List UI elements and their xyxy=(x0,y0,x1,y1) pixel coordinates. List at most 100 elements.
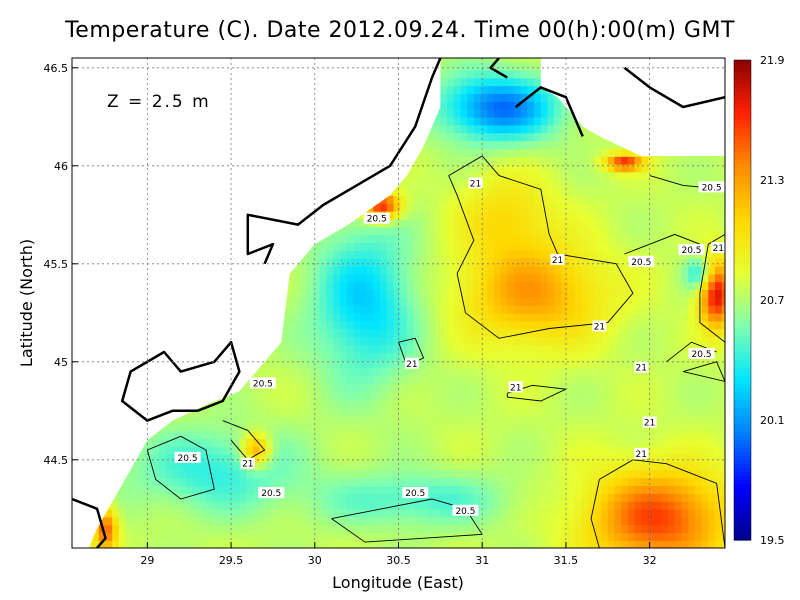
field-cell xyxy=(447,148,455,157)
field-cell xyxy=(527,289,535,298)
field-cell xyxy=(540,469,549,479)
field-cell xyxy=(453,312,462,322)
field-cell xyxy=(339,446,348,455)
field-cell xyxy=(440,210,448,220)
field-cell xyxy=(594,328,602,338)
field-cell xyxy=(601,508,609,518)
field-cell xyxy=(447,85,455,94)
field-cell xyxy=(400,383,408,392)
field-cell xyxy=(299,367,308,377)
field-cell xyxy=(440,179,448,189)
field-cell xyxy=(205,508,214,518)
field-cell xyxy=(212,477,221,486)
field-cell xyxy=(467,116,475,126)
field-cell xyxy=(98,516,107,526)
field-cell xyxy=(420,328,428,338)
field-cell xyxy=(433,344,442,353)
field-cell xyxy=(493,461,502,471)
field-cell xyxy=(507,171,515,181)
field-cell xyxy=(440,101,448,110)
field-cell xyxy=(480,508,488,518)
field-cell xyxy=(514,336,522,345)
field-cell xyxy=(279,367,288,377)
field-cell xyxy=(534,344,542,353)
field-cell xyxy=(567,367,576,377)
field-cell xyxy=(433,328,442,338)
field-cell xyxy=(366,359,375,369)
field-cell xyxy=(185,540,194,548)
field-cell xyxy=(507,250,515,259)
field-cell xyxy=(453,69,462,79)
field-cell xyxy=(400,524,408,534)
field-cell xyxy=(440,430,448,439)
field-cell xyxy=(534,422,542,432)
field-cell xyxy=(413,524,422,534)
field-cell xyxy=(125,540,134,548)
field-cell xyxy=(333,446,341,455)
field-cell xyxy=(306,399,314,408)
field-cell xyxy=(480,109,488,118)
field-cell xyxy=(366,399,375,408)
field-cell xyxy=(212,540,221,548)
field-cell xyxy=(540,257,549,267)
field-cell xyxy=(540,438,549,447)
field-cell xyxy=(567,273,576,283)
field-cell xyxy=(427,179,435,189)
field-cell xyxy=(326,453,334,463)
field-cell xyxy=(380,234,388,243)
field-cell xyxy=(594,352,602,361)
field-cell xyxy=(581,140,589,149)
field-cell xyxy=(601,399,609,408)
field-cell xyxy=(212,469,221,479)
field-cell xyxy=(440,289,448,298)
field-cell xyxy=(433,148,442,157)
field-cell xyxy=(467,265,475,275)
field-cell xyxy=(118,485,127,494)
field-cell xyxy=(266,430,274,439)
field-cell xyxy=(493,477,502,486)
field-cell xyxy=(520,344,529,353)
field-cell xyxy=(420,344,428,353)
field-cell xyxy=(386,242,395,251)
field-cell xyxy=(400,516,408,526)
field-cell xyxy=(219,516,227,526)
field-cell xyxy=(574,124,582,134)
field-cell xyxy=(400,289,408,298)
field-cell xyxy=(487,438,495,447)
field-cell xyxy=(406,469,415,479)
field-cell xyxy=(527,132,535,142)
field-cell xyxy=(493,406,502,416)
field-cell xyxy=(360,328,368,338)
field-cell xyxy=(467,446,475,455)
field-cell xyxy=(514,516,522,526)
field-cell xyxy=(473,187,482,196)
field-cell xyxy=(339,273,348,283)
field-cell xyxy=(460,58,468,63)
field-cell xyxy=(554,367,562,377)
field-cell xyxy=(467,477,475,486)
field-cell xyxy=(480,516,488,526)
field-cell xyxy=(259,414,267,424)
field-cell xyxy=(219,508,227,518)
field-cell xyxy=(493,61,502,71)
field-cell xyxy=(232,469,241,479)
field-cell xyxy=(574,132,582,142)
field-cell xyxy=(299,289,308,298)
field-cell xyxy=(279,540,288,548)
field-cell xyxy=(279,446,288,455)
field-cell xyxy=(540,375,549,385)
field-cell xyxy=(467,250,475,259)
field-cell xyxy=(467,281,475,290)
field-cell xyxy=(360,406,368,416)
field-cell xyxy=(226,453,234,463)
field-cell xyxy=(373,250,381,259)
field-cell xyxy=(353,305,361,314)
field-cell xyxy=(199,453,207,463)
field-cell xyxy=(467,485,475,494)
field-cell xyxy=(540,124,549,134)
field-cell xyxy=(440,516,448,526)
field-cell xyxy=(480,344,488,353)
field-cell xyxy=(313,477,321,486)
field-cell xyxy=(286,485,294,494)
field-cell xyxy=(326,477,334,486)
